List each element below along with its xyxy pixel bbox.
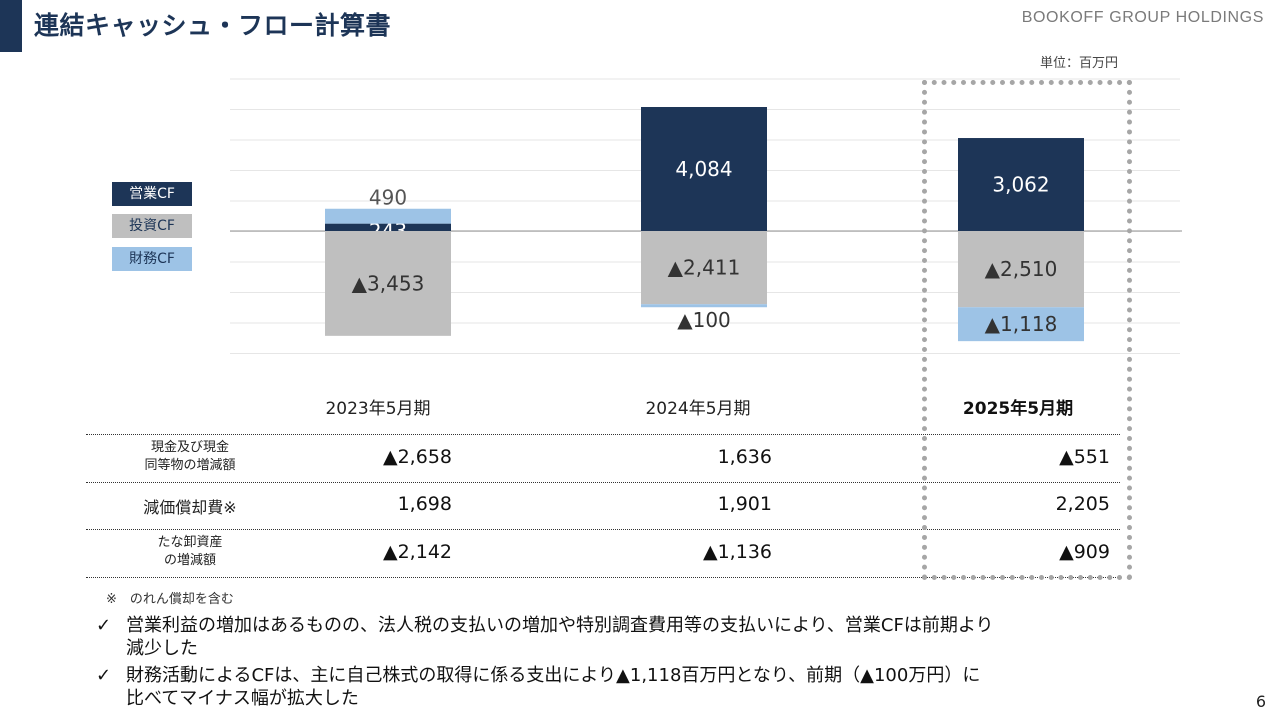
bullet-line: 比べてマイナス幅が拡大した xyxy=(126,688,359,709)
check-icon: ✓ xyxy=(96,665,112,686)
check-icon: ✓ xyxy=(96,615,112,636)
table-divider xyxy=(86,482,1120,483)
table-cell: 1,636 xyxy=(717,446,772,468)
data-label: 490 xyxy=(369,186,407,210)
row-label-line: たな卸資産 xyxy=(157,535,223,550)
data-label: ▲1,118 xyxy=(985,312,1058,336)
table-cell: ▲2,658 xyxy=(382,446,452,468)
bullet-line: 営業利益の増加はあるものの、法人税の支払いの増加や特別調査費用等の支払いにより、… xyxy=(126,615,994,636)
bar-financing-cf xyxy=(641,304,767,308)
period-label-2023: 2023年5月期 xyxy=(325,399,431,419)
bar-operating-cf xyxy=(958,138,1084,231)
bullet-line: 減少した xyxy=(126,638,198,659)
table-cell: 2,205 xyxy=(1055,493,1110,515)
table-cell: ▲909 xyxy=(1059,541,1110,563)
data-label: ▲2,510 xyxy=(985,257,1058,281)
title-accent-bar xyxy=(0,0,22,52)
fy2025-highlight-box xyxy=(922,80,1132,580)
table-divider xyxy=(86,529,1120,530)
bar-investing-cf xyxy=(958,231,1084,308)
row-label-inventory-change: たな卸資産 の増減額 xyxy=(90,534,290,570)
data-label: 3,062 xyxy=(992,173,1049,197)
bar-financing-cf xyxy=(958,307,1084,342)
table-cell: ▲551 xyxy=(1059,446,1110,468)
table-cell: ▲1,136 xyxy=(702,541,772,563)
unit-label: 単位：百万円 xyxy=(1040,56,1119,71)
row-label-line: 現金及び現金 xyxy=(150,440,229,455)
footnote: ※ のれん償却を含む xyxy=(106,592,234,607)
bar-investing-cf xyxy=(325,231,451,336)
data-label: ▲2,411 xyxy=(668,256,741,280)
page-title: 連結キャッシュ・フロー計算書 xyxy=(34,11,392,40)
data-label: 4,084 xyxy=(675,157,732,181)
legend-operating-cf: 営業CF xyxy=(112,182,192,206)
table-divider xyxy=(86,434,1120,435)
period-label-2025: 2025年5月期 xyxy=(962,399,1074,419)
row-label-line: の増減額 xyxy=(163,553,216,568)
legend-investing-cf: 投資CF xyxy=(112,214,192,238)
bar-operating-cf xyxy=(325,223,451,231)
table-cell: 1,901 xyxy=(717,493,772,515)
period-label-2024: 2024年5月期 xyxy=(645,399,751,419)
bullet-line: 財務活動によるCFは、主に自己株式の取得に係る支出により▲1,118百万円となり… xyxy=(126,665,981,686)
legend-financing-cf: 財務CF xyxy=(112,247,192,271)
bar-financing-cf xyxy=(325,208,451,224)
cash-flow-chart: 243▲3,4534904,084▲2,411▲1003,062▲2,510▲1… xyxy=(230,78,1182,354)
row-label-line: 同等物の増減額 xyxy=(144,458,236,473)
table-cell: 1,698 xyxy=(397,493,452,515)
table-cell: ▲2,142 xyxy=(382,541,452,563)
data-label: ▲100 xyxy=(677,308,731,332)
bar-operating-cf xyxy=(641,107,767,231)
data-label: ▲3,453 xyxy=(352,271,425,295)
row-label-depreciation: 減価償却費※ xyxy=(143,498,237,517)
page-number: 6 xyxy=(1255,692,1266,711)
bar-investing-cf xyxy=(641,231,767,305)
company-name: BOOKOFF GROUP HOLDINGS xyxy=(1021,9,1264,26)
row-label-cash-change: 現金及び現金 同等物の増減額 xyxy=(90,439,290,475)
table-divider xyxy=(86,577,1120,578)
